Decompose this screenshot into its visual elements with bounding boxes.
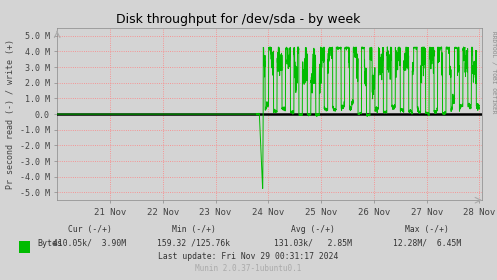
Text: Min (-/+): Min (-/+) [172,225,216,234]
Text: Disk throughput for /dev/sda - by week: Disk throughput for /dev/sda - by week [116,13,361,25]
Text: Last update: Fri Nov 29 00:31:17 2024: Last update: Fri Nov 29 00:31:17 2024 [159,252,338,261]
Text: 12.28M/  6.45M: 12.28M/ 6.45M [393,239,462,248]
Text: Munin 2.0.37-1ubuntu0.1: Munin 2.0.37-1ubuntu0.1 [195,264,302,273]
Text: Cur (-/+): Cur (-/+) [68,225,111,234]
Text: Max (-/+): Max (-/+) [406,225,449,234]
Text: 131.03k/   2.85M: 131.03k/ 2.85M [274,239,352,248]
Y-axis label: Pr second read (-) / write (+): Pr second read (-) / write (+) [6,39,15,189]
Text: RRDTOOL / TOBI OETIKER: RRDTOOL / TOBI OETIKER [491,31,496,113]
Text: Avg (-/+): Avg (-/+) [291,225,335,234]
Text: 410.05k/  3.90M: 410.05k/ 3.90M [53,239,126,248]
Text: Bytes: Bytes [37,239,62,248]
Text: 159.32 /125.76k: 159.32 /125.76k [157,239,231,248]
